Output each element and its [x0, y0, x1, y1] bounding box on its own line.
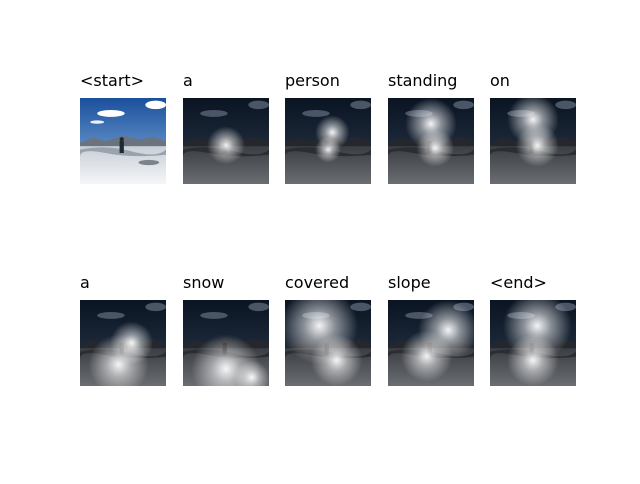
attention-image	[388, 300, 474, 386]
word-label: snow	[183, 273, 224, 292]
attention-glow	[418, 300, 474, 361]
attention-glow	[207, 126, 245, 165]
word-label: person	[285, 71, 340, 90]
word-label: standing	[388, 71, 457, 90]
scene	[80, 98, 166, 184]
attention-image	[183, 98, 269, 184]
attention-image	[80, 98, 166, 184]
attention-image	[285, 98, 371, 184]
attention-image	[183, 300, 269, 386]
word-label: on	[490, 71, 510, 90]
word-label: covered	[285, 273, 349, 292]
word-label: <start>	[80, 71, 144, 90]
attention-image	[490, 98, 576, 184]
attention-image	[285, 300, 371, 386]
word-label: slope	[388, 273, 431, 292]
word-label: a	[183, 71, 193, 90]
attention-glow	[405, 98, 457, 150]
attention-glow	[110, 321, 154, 365]
attention-glow	[310, 334, 363, 386]
attention-image	[388, 98, 474, 184]
attention-image	[80, 300, 166, 386]
attention-glow	[234, 360, 269, 386]
attention-image	[490, 300, 576, 386]
attention-glow	[507, 334, 559, 386]
word-label: <end>	[490, 273, 547, 292]
attention-glow	[507, 98, 559, 146]
attention-glow	[315, 136, 341, 163]
word-label: a	[80, 273, 90, 292]
